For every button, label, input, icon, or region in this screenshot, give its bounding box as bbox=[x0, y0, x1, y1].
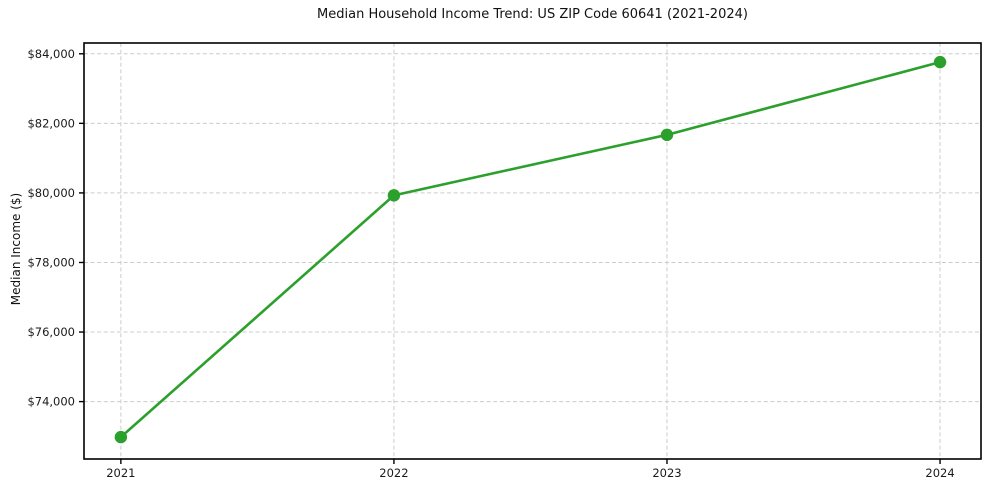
chart-title: Median Household Income Trend: US ZIP Co… bbox=[317, 7, 748, 22]
y-tick-label: $84,000 bbox=[27, 47, 75, 61]
y-tick-label: $80,000 bbox=[27, 186, 75, 200]
x-tick-label: 2022 bbox=[379, 466, 408, 480]
data-point-marker bbox=[933, 55, 947, 69]
plot-border bbox=[83, 42, 982, 460]
x-tick-label: 2021 bbox=[106, 466, 135, 480]
data-point-marker bbox=[387, 189, 401, 202]
data-point-marker bbox=[660, 128, 674, 142]
x-tick-label: 2023 bbox=[652, 466, 681, 480]
trend-line bbox=[119, 60, 942, 439]
y-tick-label: $82,000 bbox=[27, 116, 75, 130]
x-tick-label: 2024 bbox=[925, 466, 954, 480]
y-tick-label: $74,000 bbox=[27, 395, 75, 409]
y-tick-label: $78,000 bbox=[27, 255, 75, 269]
data-point-marker bbox=[114, 430, 128, 444]
y-tick-label: $76,000 bbox=[27, 325, 75, 339]
